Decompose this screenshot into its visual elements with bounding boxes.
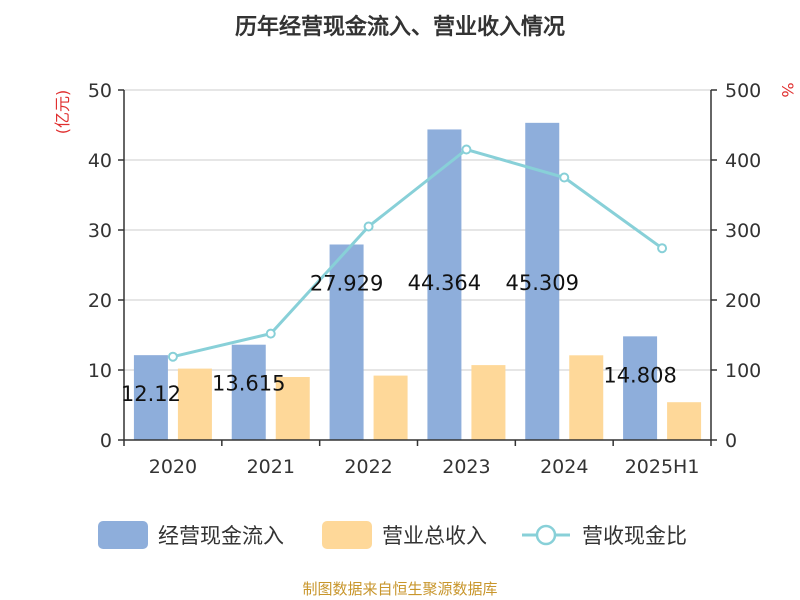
y-right-tick-label: 200 xyxy=(725,290,761,312)
legend-label-ratio: 营收现金比 xyxy=(582,524,687,548)
bar-cash-inflow xyxy=(427,129,462,440)
y-right-tick-label: 300 xyxy=(725,220,761,242)
y-left-tick-label: 10 xyxy=(88,360,112,382)
y-left-tick-label: 30 xyxy=(88,220,112,242)
bar-revenue xyxy=(373,375,408,440)
data-label-cash-inflow: 14.808 xyxy=(603,363,676,387)
x-tick-label: 2022 xyxy=(344,456,392,478)
bar-cash-inflow xyxy=(329,244,364,440)
source-note: 制图数据来自恒生聚源数据库 xyxy=(302,580,497,598)
legend-swatch-cash-inflow xyxy=(98,521,148,549)
legend-label-cash-inflow: 经营现金流入 xyxy=(158,524,284,548)
data-label-cash-inflow: 13.615 xyxy=(212,372,285,396)
bar-revenue xyxy=(667,402,702,440)
y-right-tick-label: 400 xyxy=(725,150,761,172)
legend-label-revenue: 营业总收入 xyxy=(382,524,487,548)
x-tick-label: 2021 xyxy=(247,456,295,478)
ratio-point xyxy=(657,243,668,254)
ratio-point xyxy=(167,351,178,362)
bar-revenue xyxy=(569,355,604,440)
ratio-line xyxy=(172,147,663,359)
line-series xyxy=(167,144,668,362)
bar-revenue xyxy=(275,377,310,440)
ratio-point xyxy=(265,328,276,339)
bar-revenue xyxy=(471,365,506,440)
y-left-tick-label: 50 xyxy=(88,80,112,102)
y-left-tick-label: 20 xyxy=(88,290,112,312)
x-tick-label: 2023 xyxy=(442,456,490,478)
data-labels: 12.12 13.615 27.929 44.364 45.309 14.808 xyxy=(121,271,677,406)
y-left-unit: (亿元) xyxy=(53,90,72,135)
gridlines xyxy=(124,89,711,371)
bar-cash-inflow xyxy=(231,344,266,440)
y-left-tick-label: 40 xyxy=(88,150,112,172)
y-right-tick-label: 500 xyxy=(725,80,761,102)
legend: 经营现金流入 营业总收入 营收现金比 xyxy=(98,521,687,549)
chart-title: 历年经营现金流入、营业收入情况 xyxy=(235,14,565,40)
legend-swatch-ratio-marker xyxy=(535,524,557,546)
bar-cash-inflow xyxy=(133,355,168,440)
x-tick-label: 2025H1 xyxy=(625,456,700,478)
ratio-point xyxy=(363,221,374,232)
bar-cash-inflow xyxy=(623,336,658,440)
x-tick-label: 2020 xyxy=(149,456,197,478)
data-label-cash-inflow: 44.364 xyxy=(408,271,481,295)
legend-swatch-revenue xyxy=(322,521,372,549)
data-label-cash-inflow: 27.929 xyxy=(310,271,383,295)
ratio-point xyxy=(461,144,472,155)
y-right-unit: % xyxy=(778,82,797,97)
bar-revenue xyxy=(177,368,212,440)
x-tick-label: 2024 xyxy=(540,456,588,478)
bar-series xyxy=(133,122,702,440)
y-right-tick-label: 0 xyxy=(725,430,737,452)
y-right-tick-label: 100 xyxy=(725,360,761,382)
data-label-cash-inflow: 45.309 xyxy=(506,271,579,295)
ratio-point xyxy=(559,172,570,183)
y-left-tick-label: 0 xyxy=(100,430,112,452)
data-label-cash-inflow: 12.12 xyxy=(121,382,181,406)
